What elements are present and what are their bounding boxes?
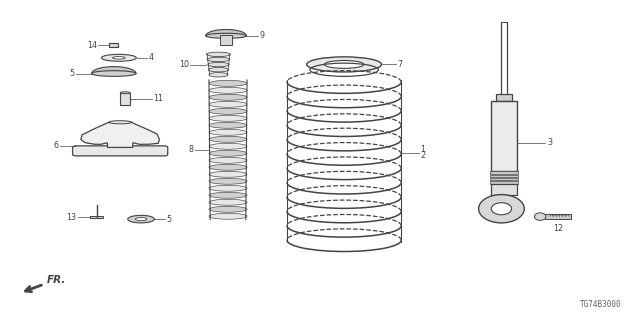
Bar [492,184,516,195]
Text: 9: 9 [259,31,264,40]
Ellipse shape [209,185,247,191]
Text: 10: 10 [179,60,189,69]
Text: 5: 5 [69,69,74,78]
Polygon shape [206,29,246,36]
Ellipse shape [101,54,136,61]
Ellipse shape [209,108,247,114]
Bar [490,178,518,180]
Bar [109,43,118,47]
Bar [90,216,103,219]
Text: 7: 7 [397,60,403,69]
Ellipse shape [209,150,247,156]
Ellipse shape [209,101,247,107]
Ellipse shape [207,52,230,57]
Ellipse shape [209,80,247,86]
Bar [492,101,516,171]
Ellipse shape [209,192,247,198]
Text: 6: 6 [54,141,59,150]
Text: 3: 3 [547,138,552,147]
Ellipse shape [209,199,247,205]
Bar [120,93,131,105]
Text: 8: 8 [189,145,194,154]
Bar [490,181,518,184]
Text: TG74B3000: TG74B3000 [580,300,621,309]
Ellipse shape [492,203,511,215]
Ellipse shape [206,33,246,38]
Ellipse shape [209,206,247,212]
Ellipse shape [209,115,247,121]
Text: FR.: FR. [47,275,66,285]
Ellipse shape [209,73,228,77]
Ellipse shape [209,68,228,72]
Ellipse shape [209,164,247,170]
Ellipse shape [209,143,247,149]
Ellipse shape [307,57,381,72]
Ellipse shape [92,71,136,76]
Text: 11: 11 [153,94,163,103]
Text: 13: 13 [67,213,76,222]
Ellipse shape [209,94,247,100]
Ellipse shape [113,57,125,59]
Ellipse shape [479,195,524,223]
Polygon shape [92,67,136,74]
Bar [545,214,571,219]
Ellipse shape [136,218,147,221]
Ellipse shape [209,157,247,163]
Ellipse shape [209,213,247,219]
Ellipse shape [209,171,247,177]
Ellipse shape [209,136,247,142]
Ellipse shape [324,60,364,68]
Ellipse shape [208,62,229,67]
Bar [220,35,232,45]
FancyBboxPatch shape [72,146,168,156]
Text: 4: 4 [148,53,154,62]
Bar [490,171,518,174]
Ellipse shape [109,121,132,124]
Ellipse shape [207,57,230,62]
Bar [496,94,512,101]
Bar [490,175,518,177]
Text: 5: 5 [166,215,172,224]
Ellipse shape [120,92,131,94]
Ellipse shape [209,129,247,135]
Ellipse shape [209,178,247,184]
Ellipse shape [209,122,247,128]
Ellipse shape [209,87,247,93]
Text: 1: 1 [420,145,425,154]
Ellipse shape [534,213,546,220]
Text: 14: 14 [86,41,97,50]
Text: 2: 2 [420,151,426,160]
Polygon shape [81,122,159,148]
Text: 12: 12 [553,223,563,233]
Ellipse shape [128,215,154,223]
